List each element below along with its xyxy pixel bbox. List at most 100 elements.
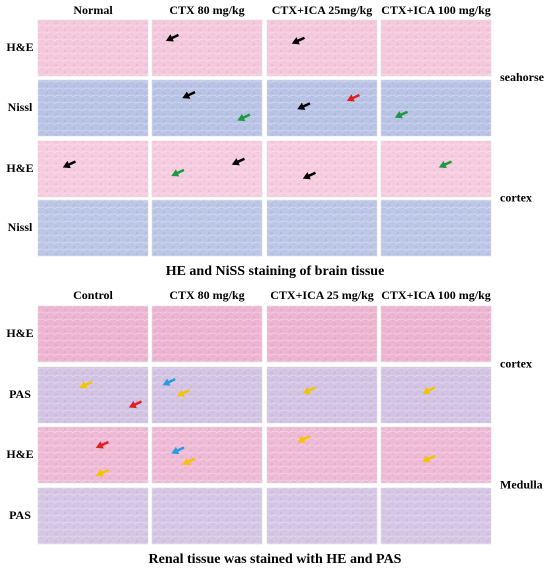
micrograph-texture xyxy=(37,199,149,257)
row-label: Nissl xyxy=(8,220,33,234)
micrograph-texture xyxy=(380,305,492,363)
column-header: CTX+ICA 25 mg/kg xyxy=(270,288,374,302)
arrow-head xyxy=(176,389,185,397)
micrograph-texture xyxy=(151,199,263,257)
arrow-head xyxy=(422,386,431,395)
micrograph-texture xyxy=(37,366,149,424)
arrow-head xyxy=(162,378,171,386)
micrograph-texture xyxy=(37,79,149,137)
arrow-head xyxy=(79,381,88,389)
arrow xyxy=(162,378,176,386)
arrow xyxy=(62,160,76,169)
arrow-head xyxy=(302,386,311,395)
region-label: seahorse xyxy=(500,70,545,84)
arrow-head xyxy=(95,441,104,449)
arrow xyxy=(128,400,142,409)
arrow-head xyxy=(422,455,431,463)
micrograph-texture xyxy=(266,199,378,257)
arrow xyxy=(176,389,190,397)
micrograph-texture xyxy=(266,140,378,198)
column-header: CTX 80 mg/kg xyxy=(169,288,244,302)
column-header: CTX+ICA 100 mg/kg xyxy=(381,3,491,17)
micrograph-texture xyxy=(380,199,492,257)
arrow xyxy=(237,113,251,122)
row-label: PAS xyxy=(9,508,31,522)
micrograph-texture xyxy=(151,426,263,484)
micrograph-texture xyxy=(37,305,149,363)
arrow xyxy=(79,380,93,389)
arrow-head xyxy=(165,34,174,42)
caption: HE and NiSS staining of brain tissue xyxy=(166,264,385,279)
arrow-head xyxy=(297,102,306,110)
micrograph-texture xyxy=(380,79,492,137)
arrow-head xyxy=(182,91,191,99)
column-header: CTX+ICA 100 mg/kg xyxy=(381,288,491,302)
arrow-head xyxy=(302,172,311,180)
arrow xyxy=(302,171,316,180)
arrow xyxy=(171,446,185,455)
micrograph-texture xyxy=(266,305,378,363)
micrograph-texture xyxy=(151,19,263,77)
arrow xyxy=(422,386,436,395)
arrow-head xyxy=(297,435,306,443)
micrograph-texture xyxy=(266,426,378,484)
micrograph-texture xyxy=(380,140,492,198)
row-label: H&E xyxy=(6,40,33,54)
column-header: Control xyxy=(73,288,113,302)
arrow-head xyxy=(182,458,191,466)
column-header: CTX 80 mg/kg xyxy=(169,3,244,17)
arrow xyxy=(95,440,109,449)
micrograph-texture xyxy=(266,79,378,137)
micrograph-texture xyxy=(37,426,149,484)
column-header: CTX+ICA 25mg/kg xyxy=(272,3,373,17)
arrow xyxy=(422,454,436,463)
micrograph-texture xyxy=(37,140,149,198)
micrograph-texture xyxy=(380,487,492,545)
arrow-head xyxy=(171,169,180,177)
arrow xyxy=(182,91,196,99)
arrow-head xyxy=(291,37,300,45)
row-label: H&E xyxy=(6,447,33,461)
arrow xyxy=(231,157,245,166)
micrograph-texture xyxy=(151,366,263,424)
micrograph-texture xyxy=(380,426,492,484)
arrow xyxy=(302,386,316,395)
micrograph-texture xyxy=(380,366,492,424)
arrow-head xyxy=(237,113,246,122)
column-header: Normal xyxy=(73,3,113,17)
caption: Renal tissue was stained with HE and PAS xyxy=(149,552,402,567)
region-label: cortex xyxy=(500,190,532,204)
arrow xyxy=(394,110,408,119)
arrow xyxy=(95,468,109,477)
micrograph-texture xyxy=(151,79,263,137)
micrograph-texture xyxy=(151,140,263,198)
micrograph-texture xyxy=(37,19,149,77)
row-label: Nissl xyxy=(8,100,33,114)
arrow xyxy=(291,36,305,45)
micrograph-texture xyxy=(266,366,378,424)
arrow xyxy=(182,457,196,466)
arrow xyxy=(297,435,311,443)
arrow xyxy=(165,33,179,42)
arrow xyxy=(297,102,311,110)
arrow xyxy=(346,93,360,102)
arrow-head xyxy=(128,400,137,409)
micrograph-texture xyxy=(151,305,263,363)
region-label: Medulla xyxy=(500,477,543,491)
arrow xyxy=(438,160,452,169)
micrograph-texture xyxy=(380,19,492,77)
micrograph-texture xyxy=(266,487,378,545)
row-label: H&E xyxy=(6,326,33,340)
arrow xyxy=(171,168,185,177)
arrow-head xyxy=(95,469,104,477)
arrow-head xyxy=(394,111,403,119)
arrow-head xyxy=(438,160,447,169)
micrograph-texture xyxy=(37,487,149,545)
region-label: cortex xyxy=(500,356,532,370)
arrow-head xyxy=(62,160,71,169)
row-label: PAS xyxy=(9,387,31,401)
arrow-head xyxy=(171,446,180,455)
micrograph-texture xyxy=(151,487,263,545)
arrow-head xyxy=(231,158,240,166)
